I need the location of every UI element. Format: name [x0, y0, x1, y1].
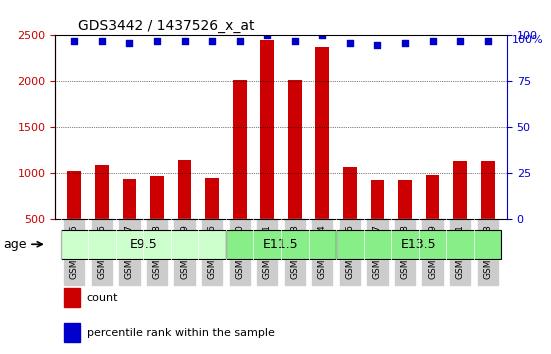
Bar — [288, 80, 301, 219]
FancyBboxPatch shape — [61, 230, 226, 258]
Text: GDS3442 / 1437526_x_at: GDS3442 / 1437526_x_at — [78, 19, 254, 33]
Text: E11.5: E11.5 — [263, 238, 299, 251]
Text: age: age — [3, 238, 42, 251]
Text: count: count — [87, 293, 118, 303]
Point — [263, 33, 272, 38]
Point — [373, 42, 382, 47]
Text: E9.5: E9.5 — [129, 238, 157, 251]
Point — [70, 38, 79, 44]
Point — [318, 33, 327, 38]
FancyBboxPatch shape — [336, 230, 501, 258]
Bar — [480, 161, 494, 219]
Bar — [64, 288, 80, 307]
Bar — [398, 180, 412, 219]
Point — [290, 38, 299, 44]
Text: E13.5: E13.5 — [401, 238, 436, 251]
Bar — [67, 171, 81, 219]
Bar — [453, 161, 467, 219]
Bar — [370, 180, 384, 219]
Bar — [315, 47, 329, 219]
Bar — [177, 160, 191, 219]
Bar — [205, 178, 219, 219]
Point — [125, 40, 134, 46]
Text: 100%: 100% — [511, 35, 543, 45]
Point — [235, 38, 244, 44]
Point — [153, 38, 161, 44]
Bar — [95, 165, 109, 219]
Point — [208, 38, 217, 44]
Text: percentile rank within the sample: percentile rank within the sample — [87, 328, 274, 338]
Bar — [233, 80, 246, 219]
Point — [180, 38, 189, 44]
Bar — [260, 40, 274, 219]
Bar — [122, 179, 136, 219]
Point — [345, 40, 354, 46]
Bar — [425, 175, 439, 219]
Point — [428, 38, 437, 44]
Bar — [150, 176, 164, 219]
Point — [98, 38, 106, 44]
Point — [456, 38, 464, 44]
Point — [483, 38, 492, 44]
Bar — [64, 323, 80, 342]
Point — [401, 40, 409, 46]
Bar — [343, 166, 356, 219]
FancyBboxPatch shape — [226, 230, 336, 258]
